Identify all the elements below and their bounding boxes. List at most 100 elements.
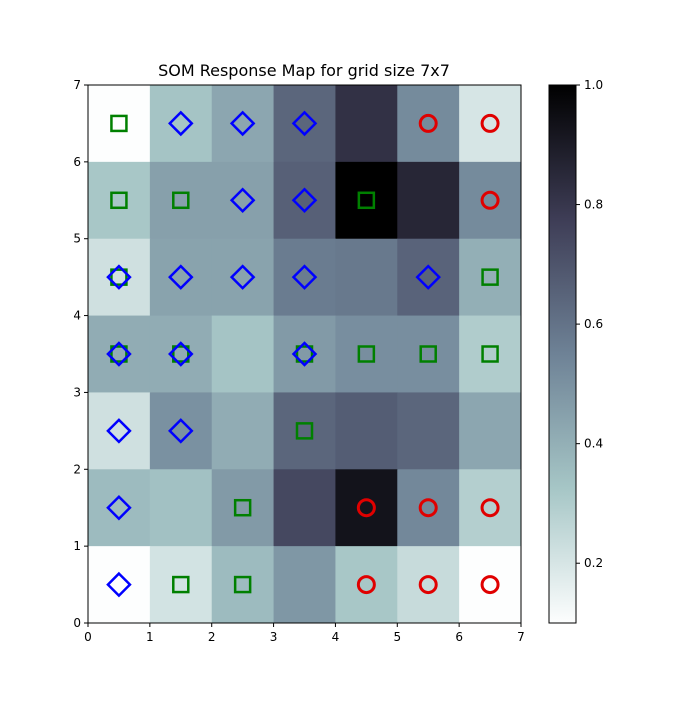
x-axis-ticks: 0 1 2 3 4 5 6 7 <box>84 623 525 644</box>
diamond-marker <box>229 187 256 214</box>
heatmap-cell <box>335 85 398 163</box>
marker-layer <box>106 110 500 598</box>
square-marker <box>110 268 128 286</box>
diamond-marker <box>106 571 132 598</box>
heatmap-cell <box>211 161 275 240</box>
heatmap-cell <box>335 392 398 470</box>
diamond-marker <box>168 264 194 290</box>
y-axis-ticks: 0 1 2 3 4 5 6 7 <box>73 78 88 630</box>
colorbar-tick-label: 0.2 <box>584 556 603 570</box>
square-marker <box>233 575 252 594</box>
heatmap-cell <box>459 238 522 317</box>
y-tick-label: 7 <box>73 78 81 92</box>
heatmap-cell <box>88 315 151 393</box>
square-marker <box>357 191 376 210</box>
circle-marker <box>418 113 438 133</box>
x-tick-label: 2 <box>208 630 216 644</box>
square-marker <box>295 345 314 363</box>
heatmap-cell <box>88 546 151 624</box>
heatmap-cell <box>88 161 151 240</box>
square-marker <box>233 498 252 517</box>
heatmap-cell <box>335 238 398 317</box>
x-tick-label: 6 <box>455 630 463 644</box>
circle-marker <box>480 113 500 133</box>
x-tick-label: 7 <box>517 630 525 644</box>
heatmap-cell <box>459 315 522 393</box>
square-marker <box>419 345 437 363</box>
diamond-marker <box>291 264 318 290</box>
heatmap-cell <box>88 469 151 547</box>
square-marker <box>357 345 376 363</box>
heatmap-cell <box>335 546 398 624</box>
x-tick-label: 3 <box>270 630 278 644</box>
heatmap-cell <box>397 161 460 240</box>
circle-marker <box>356 498 376 518</box>
heatmap-cell <box>273 161 336 240</box>
square-marker <box>481 268 499 286</box>
diamond-marker <box>106 418 132 444</box>
circle-marker <box>480 575 500 595</box>
x-tick-label: 1 <box>146 630 154 644</box>
heatmap-cell <box>459 546 522 624</box>
y-tick-label: 5 <box>73 232 81 246</box>
heatmap-cell <box>211 392 275 470</box>
heatmap-cell <box>397 546 460 624</box>
heatmap-cell <box>211 546 275 624</box>
heatmap-cell <box>149 469 213 547</box>
y-tick-label: 4 <box>73 309 81 323</box>
diamond-marker <box>229 110 256 137</box>
heatmap-cell <box>273 546 336 624</box>
diamond-marker <box>106 341 132 367</box>
heatmap-cell <box>459 469 522 547</box>
heatmap-cell <box>397 315 460 393</box>
heatmap-cell <box>211 85 275 163</box>
heatmap-cell <box>397 392 460 470</box>
colorbar-tick-label: 0.6 <box>584 317 603 331</box>
square-marker <box>110 345 128 363</box>
circle-marker <box>418 498 438 518</box>
heatmap-cell <box>211 469 275 547</box>
plot-frame <box>87 84 522 624</box>
diamond-marker <box>106 264 132 290</box>
y-tick-label: 6 <box>73 155 81 169</box>
heatmap-cell <box>149 161 213 240</box>
y-tick-label: 1 <box>73 539 81 553</box>
heatmap-cell <box>335 161 398 240</box>
heatmap-cell <box>397 85 460 163</box>
heatmap-cell <box>273 315 336 393</box>
heatmap-cell <box>273 392 336 470</box>
heatmap-cell <box>88 85 151 163</box>
heatmap-cell <box>149 238 213 317</box>
diamond-marker <box>291 110 318 137</box>
heatmap-cell <box>273 85 336 163</box>
heatmap-cell <box>459 161 522 240</box>
heatmap-cell <box>273 238 336 317</box>
y-tick-label: 3 <box>73 385 81 399</box>
square-marker <box>481 345 499 363</box>
colorbar <box>548 84 577 624</box>
x-tick-label: 4 <box>332 630 340 644</box>
heatmap-cell <box>459 392 522 470</box>
circle-marker <box>356 575 376 595</box>
x-tick-label: 5 <box>393 630 401 644</box>
heatmap-cell <box>149 392 213 470</box>
heatmap-cell <box>149 546 213 624</box>
colorbar-ticks: 0.2 0.4 0.6 0.8 1.0 <box>576 78 603 570</box>
square-marker <box>110 191 128 210</box>
heatmap-cell <box>397 469 460 547</box>
heatmap-cell <box>335 469 398 547</box>
square-marker <box>172 345 190 363</box>
heatmap-cell <box>211 315 275 393</box>
circle-marker <box>480 190 500 210</box>
heatmap-cell <box>335 315 398 393</box>
heatmap-cell <box>88 392 151 470</box>
heatmap-cell <box>397 238 460 317</box>
circle-marker <box>418 575 438 595</box>
diamond-marker <box>415 264 441 290</box>
diamond-marker <box>168 110 194 137</box>
heatmap-cell <box>149 85 213 163</box>
heatmap-cells <box>88 85 522 624</box>
x-tick-label: 0 <box>84 630 92 644</box>
